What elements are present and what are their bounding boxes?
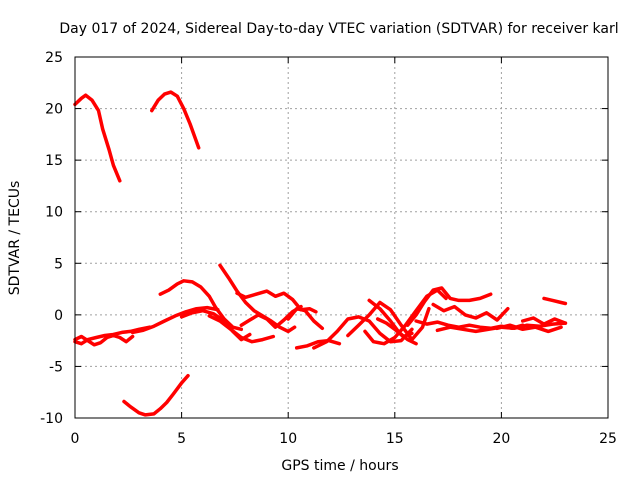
x-tick-label: 0	[71, 431, 80, 447]
series-arc-19	[367, 298, 418, 346]
series-arc-25	[520, 316, 568, 326]
series-arc-13	[286, 306, 325, 331]
series-arc-5	[73, 333, 135, 347]
plot-frame	[74, 56, 609, 419]
series-arc-1	[73, 93, 122, 183]
chart-title: Day 017 of 2024, Sidereal Day-to-day VTE…	[59, 21, 618, 37]
series-arc-20	[405, 286, 493, 327]
series-arc-7	[158, 279, 244, 332]
series-arc-17	[363, 288, 448, 346]
x-tick-label: 15	[386, 431, 404, 447]
y-tick-label: -5	[49, 359, 63, 375]
y-tick-label: -10	[40, 411, 63, 427]
series-arc-24	[495, 323, 563, 334]
y-tick-label: 25	[45, 50, 63, 66]
y-tick-label: 20	[45, 102, 63, 118]
series-arc-6	[130, 305, 220, 335]
grid-layer	[75, 57, 608, 418]
x-tick-label: 25	[599, 431, 617, 447]
y-axis-label: SDTVAR / TECUs	[7, 181, 23, 296]
series-arc-22	[431, 302, 510, 322]
x-tick-label: 20	[492, 431, 510, 447]
series-layer	[73, 90, 568, 417]
y-tick-label: 15	[45, 153, 63, 169]
x-axis-label: GPS time / hours	[281, 458, 398, 474]
x-tick-label: 10	[279, 431, 297, 447]
series-arc-3	[122, 373, 190, 417]
series-arc-26	[542, 296, 568, 306]
tick-layer: 0 5 10 15 20 25 -10 -5 0 5 10 15 20 25	[40, 50, 617, 447]
x-tick-label: 5	[177, 431, 186, 447]
y-tick-label: 0	[54, 308, 63, 324]
series-arc-14	[294, 338, 342, 350]
series-arc-2	[150, 90, 201, 150]
y-tick-label: 5	[54, 256, 63, 272]
y-tick-label: 10	[45, 205, 63, 221]
series-arc-9	[207, 314, 276, 344]
series-arc-16	[346, 300, 431, 342]
